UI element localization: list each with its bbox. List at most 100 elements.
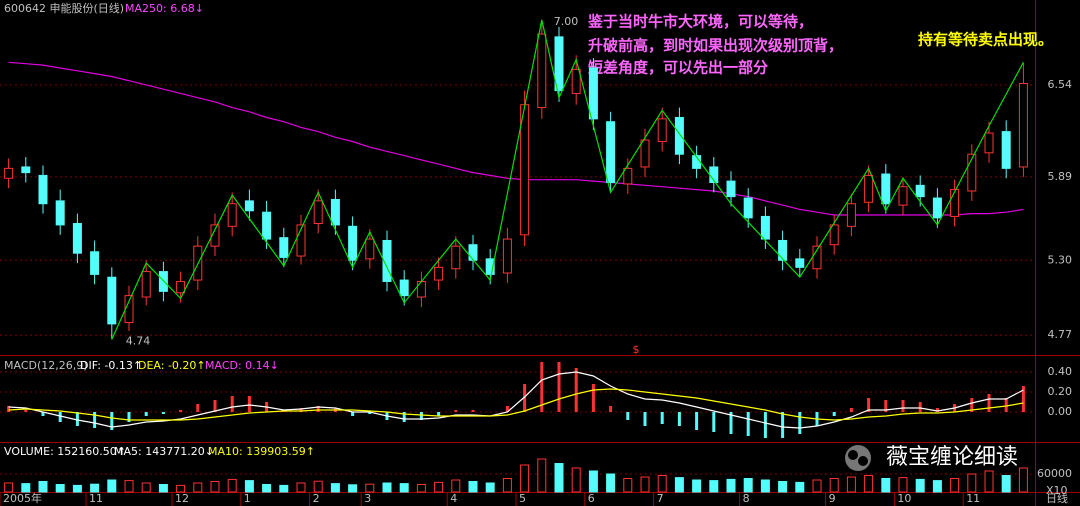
candle-body: [743, 197, 753, 219]
candle-body: [107, 276, 117, 325]
x-tick-label: 6: [588, 492, 595, 505]
volume-bar: [38, 481, 48, 493]
y-tick-label: 5.89: [1048, 170, 1073, 183]
candle-body: [588, 67, 598, 120]
annotation: 鉴于当时牛市大环境，可以等待，: [587, 13, 813, 31]
candle-body: [760, 215, 770, 240]
volume-bar: [107, 479, 117, 493]
volume-bar: [348, 484, 358, 493]
x-tick-label: 2: [313, 492, 320, 505]
volume-header: VOLUME: 152160.50↑: [4, 445, 126, 458]
candle-body: [674, 116, 684, 155]
volume-bar: [158, 484, 168, 493]
candle-body: [382, 239, 392, 282]
volume-bar: [898, 477, 908, 493]
x-tick-label: 3: [364, 492, 371, 505]
volume-bar: [864, 475, 874, 493]
candle-body: [950, 189, 960, 217]
candle-body: [1018, 83, 1028, 168]
x-tick-label: 11: [966, 492, 980, 505]
volume-bar: [778, 481, 788, 493]
volume-bar: [4, 482, 14, 493]
volume-bar: [537, 458, 547, 493]
volume-bar: [279, 484, 289, 493]
volume-bar: [262, 484, 272, 493]
volume-bar: [244, 480, 254, 493]
candle-body: [623, 167, 633, 185]
candle-body: [210, 224, 220, 247]
macd-label: MACD: 0.14↓: [205, 359, 279, 372]
candle-body: [657, 118, 667, 142]
period-label: 日线: [1046, 491, 1068, 505]
volume-bar: [623, 478, 633, 493]
candle-body: [864, 174, 874, 203]
x-tick-label: 4: [450, 492, 457, 505]
ma-label: MA250: 6.68↓: [125, 2, 204, 15]
candle-body: [262, 211, 272, 240]
candle-body: [90, 251, 100, 275]
annotation-right: 持有等待卖点出现。: [918, 31, 1053, 49]
volume-bar: [950, 478, 960, 493]
volume-bar: [141, 482, 151, 493]
candle-body: [4, 167, 14, 179]
candle-body: [244, 200, 254, 212]
annotation: 短差角度，可以先出一部分: [588, 59, 768, 77]
x-tick-label: 12: [175, 492, 189, 505]
candle-body: [399, 279, 409, 297]
candle-body: [176, 280, 186, 294]
x-tick-label: 2005年: [3, 491, 42, 505]
y-tick-label: 4.77: [1048, 328, 1073, 341]
y-tick-label: 60000: [1037, 467, 1072, 480]
macd-line: [8, 371, 1024, 429]
volume-bar: [124, 480, 134, 493]
candle-body: [795, 258, 805, 268]
candle-body: [330, 198, 340, 226]
annotation: 升破前高，到时如果出现次级别顶背，: [588, 37, 843, 55]
y-tick-label: 0.40: [1048, 365, 1073, 378]
volume-bar: [726, 478, 736, 493]
volume-bar: [485, 482, 495, 493]
volume-bar: [846, 476, 856, 493]
x-tick-label: 8: [743, 492, 750, 505]
volume-bar: [915, 478, 925, 493]
volume-bar: [313, 480, 323, 493]
x-tick-label: 11: [89, 492, 103, 505]
candle-body: [502, 238, 512, 274]
volume-bar: [21, 483, 31, 493]
volume-bar: [502, 478, 512, 493]
candle-body: [38, 174, 48, 205]
watermark-icon: [845, 445, 871, 471]
y-tick-label: 5.30: [1048, 253, 1073, 266]
candle-body: [915, 184, 925, 198]
candle-body: [967, 153, 977, 192]
volume-bar: [674, 477, 684, 493]
candle-body: [227, 203, 237, 227]
x-tick-label: 5: [519, 492, 526, 505]
volume-bar: [176, 484, 186, 493]
volume-bar: [657, 475, 667, 493]
candle-body: [296, 224, 306, 257]
candle-body: [468, 244, 478, 261]
volume-bar: [1001, 475, 1011, 493]
multiplier: X10: [1046, 484, 1068, 497]
volume-bar: [743, 478, 753, 493]
candle-body: [846, 203, 856, 227]
macd-header: MACD(12,26,9): [4, 359, 88, 372]
x-tick-label: 1: [244, 492, 251, 505]
candle-body: [778, 239, 788, 261]
ma5-label: MA5: 143771.20↓: [114, 445, 214, 458]
volume-bar: [227, 478, 237, 493]
volume-bar: [416, 484, 426, 493]
candle-body: [451, 245, 461, 270]
volume-bar: [193, 482, 203, 493]
volume-bar: [72, 484, 82, 493]
dif-label: DIF: -0.13↑: [80, 359, 142, 372]
volume-bar: [709, 480, 719, 493]
y-tick-label: 0.00: [1048, 405, 1073, 418]
candle-body: [416, 280, 426, 298]
zigzag-line: [111, 19, 1024, 340]
volume-bar: [520, 464, 530, 493]
candle-body: [348, 225, 358, 261]
candle-body: [537, 33, 547, 109]
